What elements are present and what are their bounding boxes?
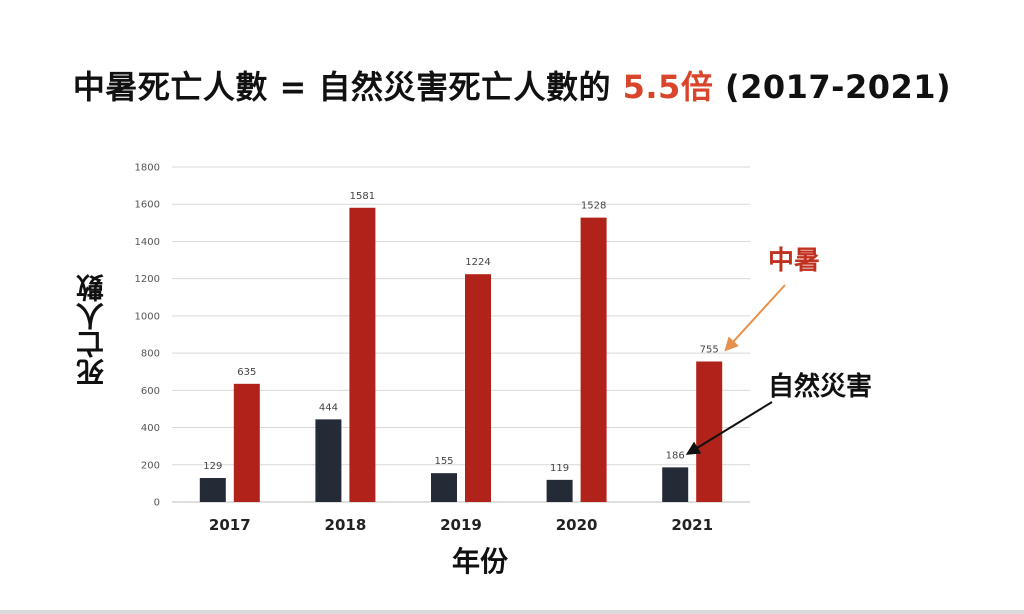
- bar: [546, 479, 573, 502]
- annotation-heatstroke: 中暑: [768, 246, 821, 276]
- data-label: 129: [203, 461, 222, 472]
- y-tick-label: 1800: [135, 163, 160, 174]
- y-axis-label: 死亡人數: [75, 274, 108, 386]
- data-label: 755: [700, 344, 719, 355]
- bar: [431, 473, 457, 502]
- y-tick-label: 1400: [135, 237, 160, 248]
- data-label: 1528: [581, 201, 606, 212]
- x-tick-label: 2019: [440, 516, 482, 534]
- y-tick-label: 800: [141, 349, 160, 360]
- y-tick-label: 1600: [135, 200, 160, 211]
- data-label: 444: [319, 402, 338, 413]
- bar: [465, 274, 491, 502]
- data-label: 1224: [465, 257, 490, 268]
- data-label: 635: [237, 367, 256, 378]
- bar: [662, 467, 689, 502]
- bar: [233, 383, 260, 502]
- title-prefix: 中暑死亡人數 = 自然災害死亡人數的: [72, 68, 623, 106]
- x-tick-label: 2020: [556, 516, 598, 534]
- x-tick-label: 2021: [671, 516, 713, 534]
- title-suffix: (2017-2021): [713, 68, 952, 106]
- y-tick-label: 600: [141, 386, 160, 397]
- x-tick-label: 2018: [325, 516, 367, 534]
- y-tick-label: 200: [141, 460, 160, 471]
- data-label: 119: [550, 463, 569, 474]
- annotation-natural-disaster: 自然災害: [768, 372, 873, 402]
- y-tick-label: 0: [154, 498, 160, 509]
- data-label: 186: [666, 450, 685, 461]
- data-label: 1581: [350, 191, 375, 202]
- annotation-arrow-heatstroke: [724, 284, 786, 352]
- bar: [315, 419, 342, 502]
- bar: [349, 207, 376, 502]
- x-axis-label: 年份: [451, 545, 508, 578]
- title-highlight: 5.5倍: [622, 68, 714, 106]
- y-tick-label: 400: [141, 423, 160, 434]
- bottom-divider: [0, 610, 1024, 614]
- page-title: 中暑死亡人數 = 自然災害死亡人數的 5.5倍 (2017-2021): [0, 62, 1024, 108]
- bar: [580, 217, 607, 502]
- annotation-arrow-natural-disaster: [685, 401, 773, 455]
- x-tick-label: 2017: [209, 516, 251, 534]
- bar: [199, 477, 226, 502]
- y-tick-label: 1000: [135, 311, 160, 322]
- bar: [696, 361, 723, 502]
- y-tick-label: 1200: [135, 274, 160, 285]
- data-label: 155: [434, 456, 453, 467]
